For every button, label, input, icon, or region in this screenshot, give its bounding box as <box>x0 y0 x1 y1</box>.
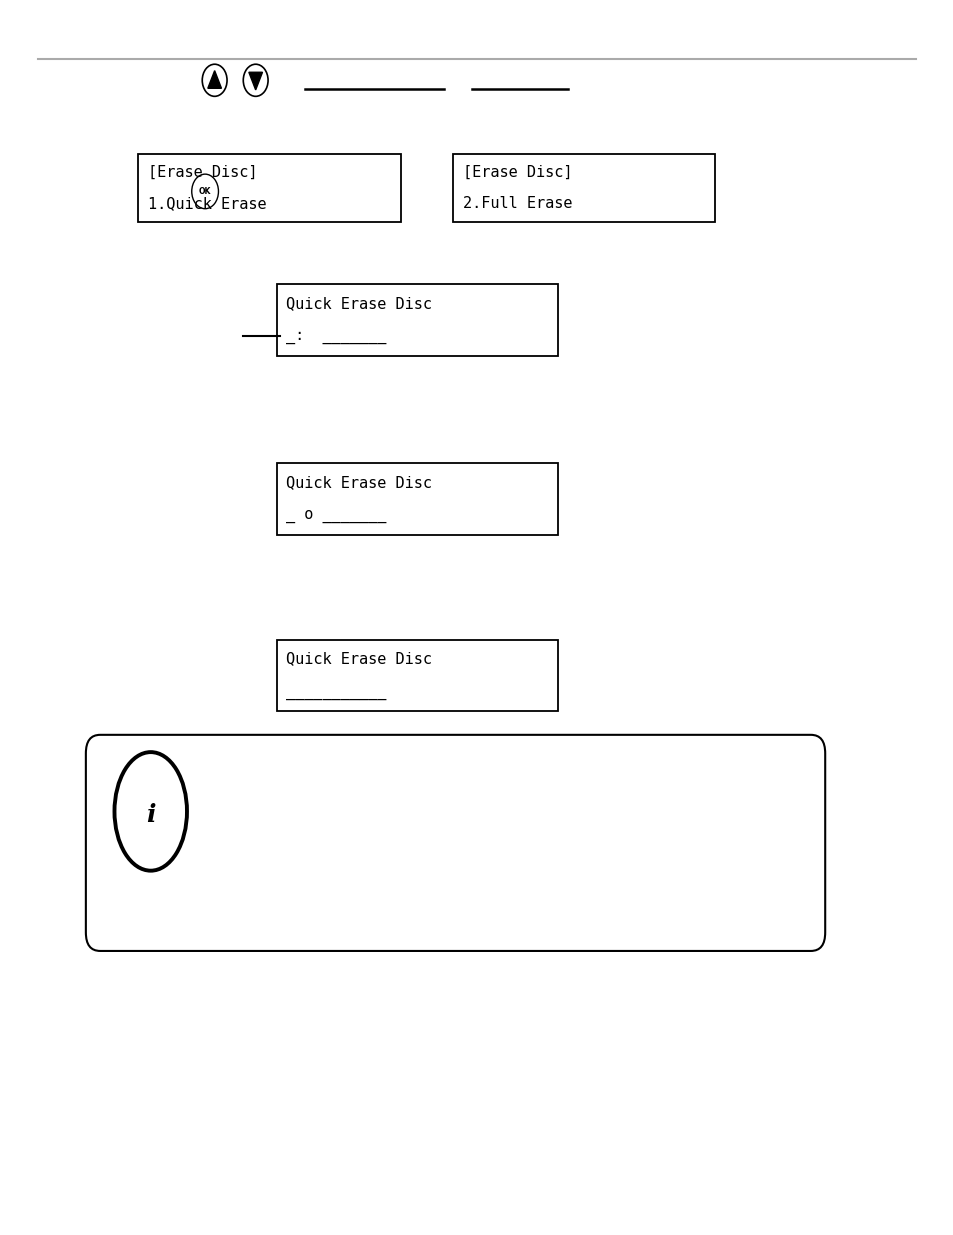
Text: 1.Quick Erase: 1.Quick Erase <box>148 196 266 211</box>
Text: Quick Erase Disc: Quick Erase Disc <box>286 475 432 490</box>
FancyBboxPatch shape <box>138 154 400 222</box>
FancyBboxPatch shape <box>86 735 824 951</box>
Text: [Erase Disc]: [Erase Disc] <box>462 165 572 180</box>
Text: _ o _______: _ o _______ <box>286 508 386 522</box>
FancyBboxPatch shape <box>276 284 558 356</box>
Text: Quick Erase Disc: Quick Erase Disc <box>286 296 432 311</box>
Text: OK: OK <box>199 186 211 196</box>
Text: Quick Erase Disc: Quick Erase Disc <box>286 652 432 667</box>
Text: i: i <box>146 803 155 827</box>
Polygon shape <box>208 70 221 88</box>
Text: 2.Full Erase: 2.Full Erase <box>462 196 572 211</box>
Polygon shape <box>249 72 262 90</box>
FancyBboxPatch shape <box>453 154 715 222</box>
FancyBboxPatch shape <box>276 463 558 535</box>
FancyBboxPatch shape <box>276 640 558 711</box>
Text: [Erase Disc]: [Erase Disc] <box>148 165 257 180</box>
Text: ___________: ___________ <box>286 684 386 699</box>
Text: _:  _______: _: _______ <box>286 329 386 343</box>
